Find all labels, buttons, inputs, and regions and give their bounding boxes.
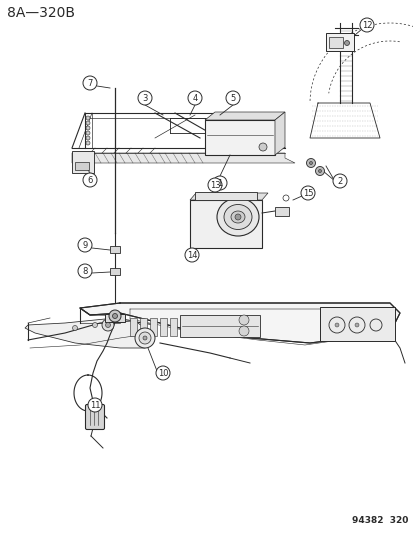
Circle shape — [139, 332, 151, 344]
FancyBboxPatch shape — [130, 318, 137, 336]
Circle shape — [235, 214, 240, 220]
Circle shape — [238, 315, 248, 325]
Ellipse shape — [230, 211, 244, 223]
Circle shape — [332, 174, 346, 188]
Circle shape — [92, 322, 97, 327]
Circle shape — [112, 313, 117, 319]
Circle shape — [138, 91, 152, 105]
Text: 3: 3 — [142, 93, 147, 102]
Circle shape — [83, 173, 97, 187]
Text: 2: 2 — [337, 176, 342, 185]
Polygon shape — [80, 303, 399, 343]
Circle shape — [142, 336, 147, 340]
Text: 8A—320B: 8A—320B — [7, 6, 75, 20]
Ellipse shape — [216, 198, 259, 236]
Circle shape — [88, 398, 102, 412]
FancyBboxPatch shape — [180, 315, 259, 337]
Polygon shape — [190, 200, 261, 248]
Polygon shape — [204, 112, 284, 120]
FancyBboxPatch shape — [72, 151, 94, 173]
Circle shape — [334, 323, 338, 327]
Circle shape — [306, 158, 315, 167]
Text: 8: 8 — [82, 266, 88, 276]
Ellipse shape — [223, 205, 252, 230]
Circle shape — [212, 176, 226, 190]
Circle shape — [135, 328, 154, 348]
Text: 9: 9 — [82, 240, 88, 249]
Text: 1: 1 — [217, 179, 222, 188]
FancyBboxPatch shape — [75, 162, 89, 170]
Text: 13: 13 — [209, 181, 220, 190]
FancyBboxPatch shape — [85, 405, 104, 430]
FancyBboxPatch shape — [195, 192, 256, 200]
Text: 94382  320: 94382 320 — [351, 516, 407, 525]
Circle shape — [318, 169, 321, 173]
Circle shape — [86, 121, 90, 125]
Text: 12: 12 — [361, 20, 371, 29]
FancyBboxPatch shape — [105, 314, 125, 322]
Polygon shape — [25, 318, 150, 348]
Polygon shape — [190, 193, 267, 200]
FancyBboxPatch shape — [274, 207, 288, 216]
FancyBboxPatch shape — [110, 268, 120, 275]
Text: 14: 14 — [186, 251, 197, 260]
Circle shape — [86, 131, 90, 135]
Circle shape — [86, 116, 90, 120]
Polygon shape — [274, 112, 284, 155]
Circle shape — [354, 323, 358, 327]
FancyBboxPatch shape — [140, 318, 147, 336]
Circle shape — [185, 248, 199, 262]
Circle shape — [259, 143, 266, 151]
Circle shape — [188, 91, 202, 105]
FancyBboxPatch shape — [319, 307, 394, 341]
Circle shape — [300, 186, 314, 200]
Circle shape — [156, 366, 170, 380]
Text: 15: 15 — [302, 189, 313, 198]
Circle shape — [207, 178, 221, 192]
Circle shape — [109, 310, 121, 322]
Circle shape — [86, 141, 90, 145]
Circle shape — [102, 319, 114, 331]
Circle shape — [83, 76, 97, 90]
Circle shape — [315, 166, 324, 175]
Circle shape — [72, 326, 77, 330]
Circle shape — [105, 322, 110, 327]
Text: 5: 5 — [230, 93, 235, 102]
Circle shape — [78, 264, 92, 278]
Circle shape — [86, 136, 90, 140]
FancyBboxPatch shape — [159, 318, 166, 336]
Circle shape — [78, 238, 92, 252]
FancyBboxPatch shape — [204, 120, 274, 155]
FancyBboxPatch shape — [170, 318, 177, 336]
Polygon shape — [72, 153, 294, 163]
FancyBboxPatch shape — [328, 37, 342, 48]
Circle shape — [86, 126, 90, 130]
FancyBboxPatch shape — [150, 318, 157, 336]
FancyBboxPatch shape — [325, 33, 353, 51]
Circle shape — [238, 326, 248, 336]
Circle shape — [359, 18, 373, 32]
FancyBboxPatch shape — [110, 246, 120, 253]
Circle shape — [344, 41, 349, 45]
Text: 11: 11 — [90, 400, 100, 409]
Circle shape — [309, 161, 312, 165]
Circle shape — [225, 91, 240, 105]
Text: 4: 4 — [192, 93, 197, 102]
Text: 7: 7 — [87, 78, 93, 87]
Text: 10: 10 — [157, 368, 168, 377]
Text: 6: 6 — [87, 175, 93, 184]
